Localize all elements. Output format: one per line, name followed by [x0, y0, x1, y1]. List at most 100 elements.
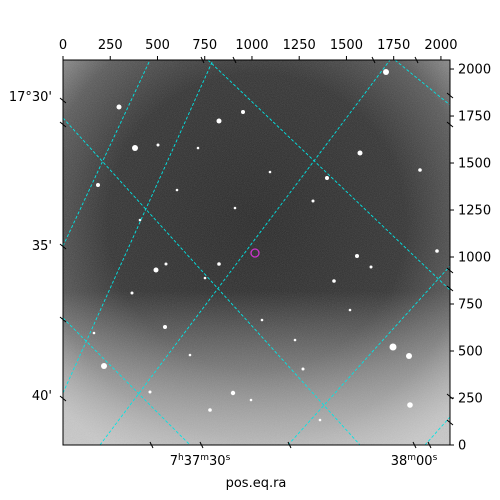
wcs-tick-mark — [200, 56, 205, 64]
star — [318, 418, 322, 422]
ra-label-1: 7h37m30s — [170, 453, 231, 469]
star — [163, 325, 167, 329]
top-tick-label: 1000 — [235, 38, 268, 53]
star — [355, 254, 359, 258]
grid-line — [424, 416, 450, 445]
star — [175, 188, 179, 192]
star — [293, 338, 297, 342]
top-tick-label: 1500 — [330, 38, 363, 53]
wcs-tick-mark — [414, 56, 419, 64]
star — [216, 118, 222, 124]
star — [407, 402, 413, 408]
top-tick-label: 2000 — [424, 38, 457, 53]
top-tick-label: 250 — [98, 38, 123, 53]
wcs-tick-mark — [59, 316, 67, 323]
wcs-tick-mark — [371, 56, 376, 64]
wcs-tick-mark — [446, 267, 454, 274]
wcs-tick-mark — [59, 97, 67, 104]
top-tick-label: 750 — [192, 38, 217, 53]
wcs-tick-mark — [412, 441, 417, 449]
star — [138, 218, 142, 222]
right-tick-label: 0 — [458, 439, 466, 454]
wcs-tick-mark — [446, 393, 454, 400]
star — [96, 183, 100, 187]
dec-label-2: 35' — [32, 239, 52, 254]
wcs-tick-mark — [446, 419, 454, 426]
right-tick-label: 1250 — [458, 204, 491, 219]
right-tick-label: 1000 — [458, 251, 491, 266]
top-pixel-axis: 0 250 500 750 1000 1250 1500 1750 2000 — [59, 38, 457, 60]
star — [268, 170, 272, 174]
star — [311, 199, 315, 203]
star — [249, 398, 253, 402]
star — [241, 110, 245, 114]
star — [325, 176, 329, 180]
wcs-tick-mark — [446, 121, 454, 128]
right-tick-label: 1500 — [458, 157, 491, 172]
star — [301, 367, 305, 371]
right-tick-label: 2000 — [458, 63, 491, 78]
wcs-tick-mark — [446, 285, 454, 292]
star — [203, 276, 207, 280]
star — [188, 353, 192, 357]
wcs-tick-mark — [199, 441, 204, 449]
star — [435, 249, 439, 253]
top-tick-label: 1250 — [283, 38, 316, 53]
right-tick-label: 750 — [458, 298, 483, 313]
star — [369, 265, 373, 269]
star — [233, 206, 237, 210]
wcs-tick-mark — [232, 56, 237, 64]
star — [153, 267, 159, 273]
plot-frame — [62, 59, 451, 446]
star — [357, 150, 363, 156]
star — [348, 308, 352, 312]
wcs-ticks — [59, 56, 454, 449]
wcs-tick-mark — [287, 441, 292, 449]
grid-line — [287, 265, 450, 445]
ra-label-2: 38m00s — [391, 453, 438, 469]
grid-line — [63, 60, 151, 247]
star — [132, 145, 138, 151]
star — [116, 104, 122, 110]
star — [208, 408, 212, 412]
grid-line — [63, 60, 214, 394]
right-tick-label: 1750 — [458, 110, 491, 125]
grid-line — [99, 60, 391, 445]
star — [101, 363, 107, 369]
grid-line — [63, 117, 361, 445]
star — [217, 262, 221, 266]
star — [230, 390, 236, 396]
wcs-tick-mark — [59, 395, 67, 402]
star — [196, 146, 200, 150]
wcs-tick-mark — [446, 92, 454, 99]
wcs-tick-mark — [427, 441, 432, 449]
top-tick-label: 1750 — [377, 38, 410, 53]
coordinate-grid — [63, 60, 450, 445]
grid-line — [394, 60, 450, 106]
star — [406, 353, 412, 359]
star — [130, 291, 134, 295]
target-marker — [250, 248, 260, 258]
dec-label-3: 40' — [32, 389, 52, 404]
star — [260, 318, 264, 322]
star — [383, 69, 389, 75]
wcs-tick-mark — [59, 243, 67, 250]
star — [92, 331, 96, 335]
star — [164, 262, 168, 266]
dec-label-1: 17°30' — [9, 90, 52, 105]
star — [418, 168, 422, 172]
top-tick-label: 0 — [59, 38, 67, 53]
right-tick-label: 500 — [458, 345, 483, 360]
sky-image — [63, 60, 450, 445]
star — [332, 279, 336, 283]
star — [156, 143, 160, 147]
grid-line — [207, 60, 450, 291]
wcs-tick-mark — [59, 121, 67, 128]
right-pixel-axis: 0 250 500 750 1000 1250 1500 1750 2000 — [450, 63, 491, 454]
star — [148, 390, 152, 394]
top-tick-label: 500 — [145, 38, 170, 53]
right-tick-label: 250 — [458, 392, 483, 407]
star — [389, 343, 397, 351]
wcs-tick-mark — [149, 441, 154, 449]
